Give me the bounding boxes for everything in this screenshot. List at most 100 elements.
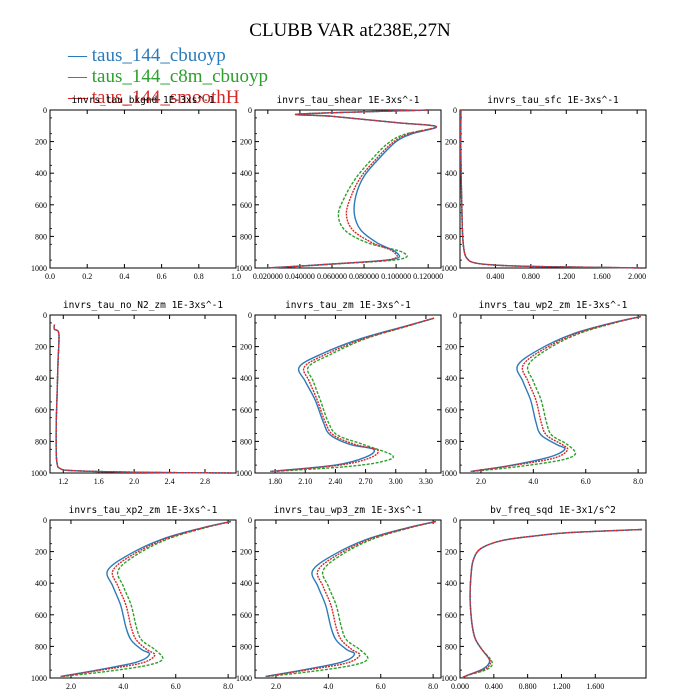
y-tick-label: 1000 bbox=[31, 674, 47, 683]
series-line-taus-144-cbuoyp bbox=[461, 528, 642, 679]
y-tick-label: 1000 bbox=[236, 264, 252, 273]
panel-title: invrs_tau_bkgnd 1E-3xs^-1 bbox=[72, 95, 215, 106]
y-tick-label: 600 bbox=[35, 406, 47, 415]
panel-title: bv_freq_sqd 1E-3x1/s^2 bbox=[490, 505, 616, 516]
y-tick-label: 400 bbox=[35, 374, 47, 383]
series-line-taus-144-smoothH bbox=[461, 528, 642, 679]
series-line-taus-144-c8m-cbuoyp bbox=[275, 317, 435, 473]
y-tick-label: 200 bbox=[240, 343, 252, 352]
y-tick-label: 1000 bbox=[31, 469, 47, 478]
panel-frame bbox=[254, 519, 442, 679]
x-tick-label: 1.80 bbox=[268, 477, 282, 486]
x-tick-label: 0.100000 bbox=[381, 272, 411, 281]
x-tick-label: 1.600 bbox=[586, 682, 604, 691]
series-line-taus-144-cbuoyp bbox=[470, 315, 641, 473]
y-tick-label: 200 bbox=[35, 548, 47, 557]
y-tick-label: 800 bbox=[445, 437, 457, 446]
panel-frame bbox=[49, 109, 237, 269]
y-tick-label: 400 bbox=[445, 169, 457, 178]
y-tick-label: 0 bbox=[453, 311, 457, 320]
panel-frame bbox=[459, 109, 647, 269]
series-line-taus-144-smoothH bbox=[267, 109, 437, 269]
x-tick-label: 2.0 bbox=[129, 477, 139, 486]
series-line-taus-144-cbuoyp bbox=[460, 109, 642, 269]
x-tick-label: 1.0 bbox=[231, 272, 241, 281]
y-tick-label: 800 bbox=[445, 232, 457, 241]
x-tick-label: 2.10 bbox=[298, 477, 312, 486]
x-tick-label: 6.0 bbox=[581, 477, 591, 486]
x-tick-label: 0.400 bbox=[485, 682, 503, 691]
x-tick-label: 0.800 bbox=[519, 682, 537, 691]
x-tick-label: 0.400 bbox=[486, 272, 504, 281]
y-tick-label: 400 bbox=[240, 169, 252, 178]
x-tick-label: 3.00 bbox=[389, 477, 403, 486]
y-tick-label: 200 bbox=[445, 548, 457, 557]
series-line-taus-144-smoothH bbox=[471, 315, 641, 473]
y-tick-label: 200 bbox=[35, 343, 47, 352]
y-tick-label: 800 bbox=[35, 642, 47, 651]
panel-title: invrs_tau_sfc 1E-3xs^-1 bbox=[487, 95, 619, 106]
y-tick-label: 800 bbox=[35, 437, 47, 446]
x-tick-label: 0.800 bbox=[522, 272, 540, 281]
x-tick-label: 4.0 bbox=[528, 477, 538, 486]
x-tick-label: 2.0 bbox=[66, 682, 76, 691]
y-tick-label: 0 bbox=[248, 106, 252, 115]
panel-title: invrs_tau_wp3_zm 1E-3xs^-1 bbox=[274, 505, 423, 516]
y-tick-label: 1000 bbox=[441, 674, 457, 683]
panel-title: invrs_tau_wp2_zm 1E-3xs^-1 bbox=[479, 300, 628, 311]
y-tick-label: 600 bbox=[35, 611, 47, 620]
y-tick-label: 600 bbox=[240, 201, 252, 210]
x-tick-label: 1.200 bbox=[552, 682, 570, 691]
y-tick-label: 400 bbox=[445, 579, 457, 588]
x-tick-label: 2.4 bbox=[165, 477, 175, 486]
x-tick-label: 3.30 bbox=[419, 477, 433, 486]
y-tick-label: 1000 bbox=[236, 469, 252, 478]
series-line-taus-144-cbuoyp bbox=[60, 520, 231, 678]
x-tick-label: 4.0 bbox=[118, 682, 128, 691]
panel-frame bbox=[49, 519, 237, 679]
y-tick-label: 400 bbox=[240, 579, 252, 588]
x-tick-label: 8.0 bbox=[223, 682, 233, 691]
series-line-taus-144-cbuoyp bbox=[270, 317, 435, 473]
legend-entry-c8m-cbuoyp: — taus_144_c8m_cbuoyp bbox=[68, 67, 268, 87]
x-tick-label: 0.120000 bbox=[413, 272, 443, 281]
y-tick-label: 800 bbox=[445, 642, 457, 651]
y-tick-label: 400 bbox=[35, 579, 47, 588]
x-tick-label: 0.080000 bbox=[349, 272, 379, 281]
panel-title: invrs_tau_xp2_zm 1E-3xs^-1 bbox=[69, 505, 218, 516]
x-tick-label: 0.020000 bbox=[253, 272, 283, 281]
y-tick-label: 1000 bbox=[31, 264, 47, 273]
x-tick-label: 0.4 bbox=[119, 272, 129, 281]
panel-frame bbox=[254, 314, 442, 474]
legend-entry-cbuoyp: — taus_144_cbuoyp bbox=[68, 46, 226, 66]
x-tick-label: 2.8 bbox=[200, 477, 210, 486]
y-tick-label: 200 bbox=[445, 343, 457, 352]
x-tick-label: 0.040000 bbox=[285, 272, 315, 281]
legend-label: taus_144_cbuoyp bbox=[91, 45, 226, 66]
x-tick-label: 8.0 bbox=[428, 682, 438, 691]
y-tick-label: 1000 bbox=[236, 674, 252, 683]
series-line-taus-144-smoothH bbox=[272, 317, 435, 473]
y-tick-label: 200 bbox=[445, 138, 457, 147]
y-tick-label: 0 bbox=[43, 516, 47, 525]
x-tick-label: 2.70 bbox=[359, 477, 373, 486]
legend-swatch: — bbox=[68, 66, 92, 87]
legend-swatch: — bbox=[68, 87, 92, 108]
panel-frame bbox=[254, 109, 442, 269]
y-tick-label: 600 bbox=[35, 201, 47, 210]
legend-label: taus_144_smoothH bbox=[91, 87, 240, 108]
series-line-taus-144-c8m-cbuoyp bbox=[63, 520, 231, 678]
panel-frame bbox=[459, 314, 647, 474]
x-tick-label: 1.6 bbox=[94, 477, 104, 486]
x-tick-label: 0.2 bbox=[82, 272, 92, 281]
y-tick-label: 600 bbox=[445, 611, 457, 620]
y-tick-label: 400 bbox=[240, 374, 252, 383]
x-tick-label: 6.0 bbox=[171, 682, 181, 691]
x-tick-label: 1.200 bbox=[557, 272, 575, 281]
panel-frame bbox=[459, 519, 647, 679]
y-tick-label: 0 bbox=[43, 106, 47, 115]
x-tick-label: 2.0 bbox=[476, 477, 486, 486]
x-tick-label: 2.40 bbox=[328, 477, 342, 486]
panel-title: invrs_tau_shear 1E-3xs^-1 bbox=[277, 95, 420, 106]
